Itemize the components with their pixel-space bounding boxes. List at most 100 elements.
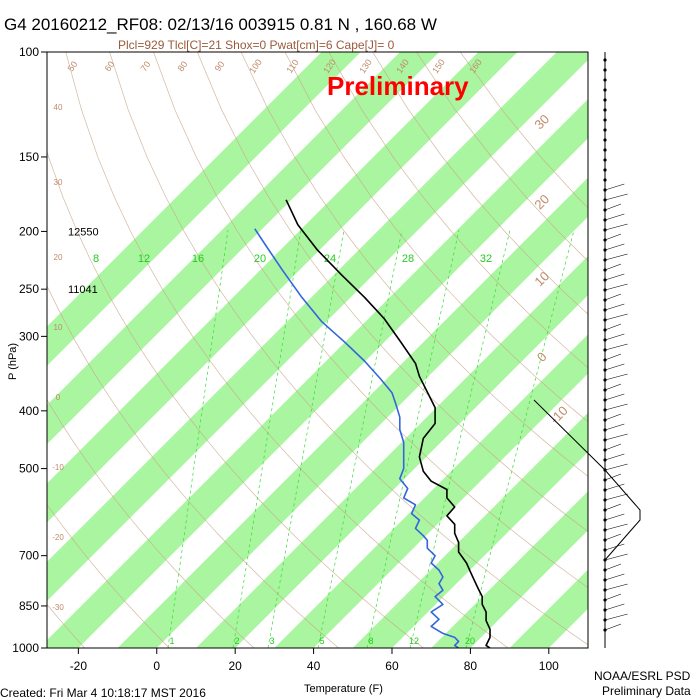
isotherm-label: 10 <box>531 268 552 289</box>
wind-barb-staff <box>604 273 625 281</box>
wind-barb-staff <box>604 423 625 431</box>
isotherm-band <box>47 99 588 648</box>
y-tick-label: 700 <box>19 549 39 563</box>
isotherm-band <box>47 52 361 366</box>
isotherm-band <box>274 334 588 648</box>
stability-indices: Plcl=929 Tlcl[C]=21 Shox=0 Pwat[cm]=6 Ca… <box>118 38 395 52</box>
wind-barb-staff <box>604 533 622 541</box>
wind-barb-staff <box>604 343 628 351</box>
wind-barb-staff <box>604 363 625 371</box>
mixing-ratio-label: 8 <box>93 253 99 265</box>
wind-barb-dot <box>603 88 607 92</box>
dry-adiabat-line <box>65 52 509 648</box>
dry-adiabat-line <box>328 52 588 369</box>
wind-barb-staff <box>604 333 625 341</box>
y-axis-label: P (hPa) <box>7 343 19 380</box>
isotherm-band <box>117 177 588 648</box>
x-tick-label: 20 <box>228 659 242 673</box>
wind-barb-staff <box>604 593 622 601</box>
x-axis-label: Temperature (F) <box>304 683 383 695</box>
wind-barb-staff <box>604 383 622 391</box>
wind-barb-staff <box>604 453 625 461</box>
mixing-ratio-bottom-label: 1 <box>169 636 174 646</box>
wind-barb-staff <box>604 583 628 591</box>
y-tick-label: 1000 <box>12 641 39 655</box>
preliminary-data-label: Preliminary Data <box>602 684 691 698</box>
temperature-trace <box>285 199 491 648</box>
mixing-ratio-label: 12 <box>138 253 150 265</box>
isotherm-band <box>47 52 588 601</box>
wind-barb-staff <box>604 413 622 421</box>
mixing-ratio-label: 16 <box>192 253 204 265</box>
dry-adiabat-line <box>47 504 170 648</box>
x-tick-label: 100 <box>539 659 559 673</box>
wind-barb-staff <box>604 543 625 551</box>
preliminary-watermark: Preliminary <box>327 71 469 101</box>
dry-adiabat-label: 100 <box>247 57 264 75</box>
dry-adiabat-label: 80 <box>176 59 190 73</box>
temperature-label: -20 <box>52 533 64 542</box>
x-tick-label: 80 <box>464 659 478 673</box>
isotherm-label: -20 <box>583 445 607 469</box>
y-tick-label: 500 <box>19 462 39 476</box>
mixing-ratio-label: 24 <box>324 253 336 265</box>
wind-barb-dot <box>603 68 607 72</box>
wind-barb-staff <box>604 613 628 621</box>
dry-adiabat-line <box>284 52 588 423</box>
isotherm-band <box>47 52 518 523</box>
wind-barb-staff <box>604 623 622 631</box>
wind-barb-staff <box>604 463 628 471</box>
dry-adiabat-line <box>47 285 339 648</box>
dry-adiabat-line <box>47 150 424 648</box>
wind-barb-staff <box>604 573 625 581</box>
mixing-ratio-line <box>232 229 302 648</box>
mixing-ratio-line <box>366 229 460 648</box>
mixing-ratio-label: 28 <box>402 253 414 265</box>
wind-barb-staff <box>604 313 628 321</box>
dry-adiabat-label: 70 <box>139 59 153 73</box>
created-timestamp: Created: Fri Mar 4 10:18:17 MST 2016 <box>0 686 206 700</box>
pressure-axis: 100 150 200 250 300 400 500 700 850 1000 <box>12 45 47 655</box>
wind-barb-staff <box>604 473 622 481</box>
wind-barb-dot <box>603 158 607 162</box>
sounding-traces <box>254 199 491 648</box>
wind-envelope <box>533 399 641 648</box>
isotherm-band <box>352 412 588 648</box>
temperature-axis: -20 0 20 40 60 80 100 <box>70 648 559 673</box>
wind-barb-staff <box>604 253 628 261</box>
wind-barb-staff <box>604 503 622 511</box>
wind-barb-staff <box>604 563 622 571</box>
y-tick-label: 200 <box>19 224 39 238</box>
dry-adiabat-label: 50 <box>66 59 80 73</box>
wind-barb-dot <box>603 148 607 152</box>
y-tick-label: 150 <box>19 150 39 164</box>
wind-barb-dot <box>603 178 607 182</box>
wind-barb-staff <box>604 403 628 411</box>
mixing-ratio-lines <box>167 229 575 648</box>
temperature-label: -30 <box>52 603 64 612</box>
isotherm-band <box>47 52 440 445</box>
wind-barb-staff <box>604 353 622 361</box>
mixing-ratio-label: 32 <box>480 253 492 265</box>
isotherm-bands <box>47 52 588 648</box>
wind-barb-dot <box>603 128 607 132</box>
dry-adiabat-line <box>47 603 85 648</box>
y-tick-label: 400 <box>19 404 39 418</box>
temperature-label: 0 <box>56 393 61 402</box>
dry-adiabat-line <box>240 52 588 477</box>
wind-barb-staff <box>604 393 625 401</box>
wind-barb-column <box>533 52 641 648</box>
wind-barb-staff <box>604 213 625 221</box>
mixing-ratio-bottom-label: 8 <box>368 636 373 646</box>
temperature-label: 10 <box>54 323 63 332</box>
wind-barb-staff <box>604 323 622 331</box>
wind-barb-dot <box>603 58 607 62</box>
mixing-ratio-line <box>167 229 229 648</box>
temperature-label: 30 <box>54 178 63 187</box>
wind-barb-staff <box>604 443 622 451</box>
dry-adiabat-label: 110 <box>284 58 300 75</box>
isotherm-band <box>509 569 588 648</box>
height-label: 12550 <box>68 226 99 238</box>
x-tick-label: -20 <box>70 659 88 673</box>
x-tick-label: 0 <box>153 659 160 673</box>
